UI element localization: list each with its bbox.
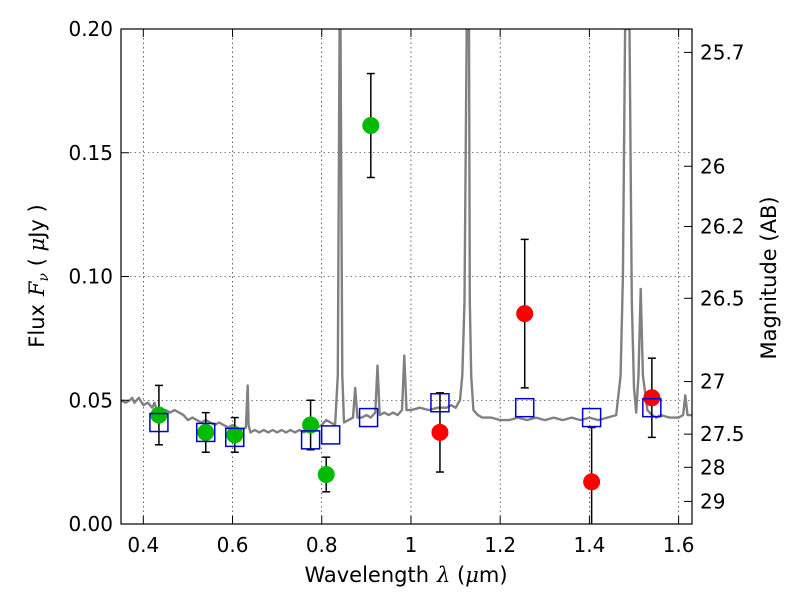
y-axis-label-subscript: ν [36, 272, 52, 281]
y2-tick-label: 29 [700, 489, 725, 513]
green-data-point [362, 117, 380, 135]
y2-tick-label: 25.7 [700, 40, 745, 64]
y-tick-label: 0.15 [68, 141, 113, 165]
y2-tick-label: 26.5 [700, 286, 745, 310]
green-data-point [197, 423, 215, 441]
y-axis-label-symbol: F [25, 280, 49, 297]
model-spectrum-line [121, 29, 692, 434]
y-axis-label: Flux Fν ( μJy ) [25, 204, 52, 347]
x-axis-label-unit-rest: m) [479, 563, 508, 587]
y-tick-label: 0.20 [68, 17, 113, 41]
axis-ticks: 0.4 0.6 0.8 1 1.2 1.4 1.6 0.00 0.05 0.10 0.15 0.20 2… [68, 17, 744, 557]
model-bandpass-square [300, 430, 321, 450]
x-tick-label: 1 [405, 533, 418, 557]
x-axis-label-text: Wavelength [304, 563, 429, 587]
model-bandpass-square [196, 422, 216, 443]
x-axis-label-symbol: λ [436, 563, 450, 587]
model-bandpass-square [225, 427, 245, 448]
green-data-point [226, 426, 244, 444]
y2-tick-label: 26 [700, 154, 725, 178]
red-data-point [516, 305, 534, 323]
green-data-point [317, 466, 335, 483]
x-tick-label: 0.4 [127, 533, 159, 557]
y2-tick-label: 26.2 [700, 214, 745, 238]
x-axis-label-unit-open: ( [450, 563, 465, 587]
y-axis-label-unit-mu: μ [25, 238, 49, 252]
model-bandpass-square [149, 412, 169, 433]
model-bandpass-square [581, 407, 602, 428]
y-axis-label-unit-open: ( [25, 251, 49, 273]
model-bandpass-square [642, 397, 662, 418]
red-data-point [583, 473, 601, 491]
red-data-point [643, 389, 661, 407]
red-data-point [431, 423, 449, 441]
model-bandpass-square [514, 397, 535, 418]
x-tick-label: 0.8 [306, 533, 338, 557]
y2-axis-label: Magnitude (AB) [757, 196, 781, 359]
model-bandpass-square [358, 407, 379, 428]
y2-tick-label: 27 [700, 370, 725, 394]
x-tick-label: 1.4 [573, 533, 605, 557]
y2-tick-label: 27.5 [700, 422, 745, 446]
green-data-point [302, 416, 320, 434]
y-axis-label-text: Flux [25, 304, 49, 348]
y-tick-label: 0.00 [68, 512, 113, 536]
y-tick-label: 0.10 [68, 265, 113, 289]
green-data-point [150, 406, 168, 424]
y-tick-label: 0.05 [68, 388, 113, 412]
x-tick-label: 1.2 [484, 533, 516, 557]
model-bandpass-square [430, 392, 450, 413]
y-axis-label-unit-rest: Jy ) [25, 204, 49, 240]
model-bandpass-square [320, 425, 341, 445]
plot-content [121, 29, 692, 524]
x-tick-label: 0.6 [217, 533, 249, 557]
y2-tick-label: 28 [700, 455, 725, 479]
x-axis-label: Wavelength λ (μm) [304, 563, 507, 587]
x-axis-label-unit-mu: μ [465, 563, 479, 587]
x-tick-label: 1.6 [663, 533, 695, 557]
